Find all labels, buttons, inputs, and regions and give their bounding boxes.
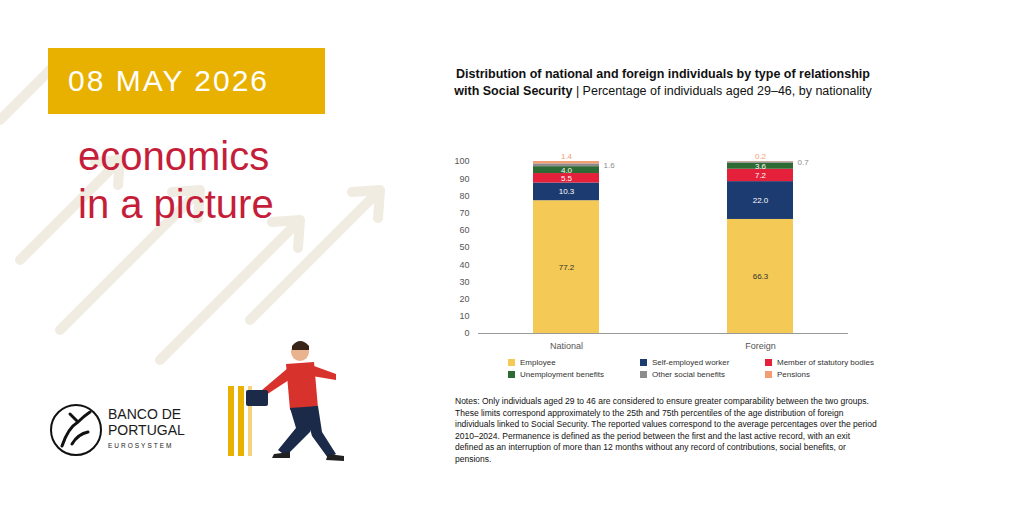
svg-text:100: 100	[454, 156, 469, 166]
svg-text:10.3: 10.3	[559, 187, 575, 196]
html-text:Employee: Employee	[520, 358, 556, 367]
html-text:BANCO DE PORTUGAL: BANCO DE PORTUGAL	[108, 406, 185, 438]
svg-text:80: 80	[459, 191, 469, 201]
html-text:Pensions: Pensions	[777, 370, 810, 379]
svg-text:90: 90	[459, 174, 469, 184]
svg-text:10: 10	[459, 311, 469, 321]
svg-text:70: 70	[459, 208, 469, 218]
svg-text:1.4: 1.4	[561, 152, 573, 161]
html-text:Member of statutory bodies: Member of statutory bodies	[777, 358, 874, 367]
svg-text:0: 0	[464, 328, 469, 338]
svg-text:5.5: 5.5	[561, 174, 573, 183]
html-text:Notes: Only individuals aged 2: Notes: Only individuals aged 29 to 46 ar…	[455, 396, 877, 464]
svg-text:22.0: 22.0	[753, 196, 769, 205]
html-text:Unemployment benefits: Unemployment benefits	[520, 370, 604, 379]
svg-text:66.3: 66.3	[753, 272, 769, 281]
html-text:in a picture: in a picture	[78, 182, 274, 226]
html-text:Other social benefits: Other social benefits	[652, 370, 725, 379]
html-text:08 MAY 2026: 08 MAY 2026	[68, 64, 269, 97]
svg-text:20: 20	[459, 294, 469, 304]
svg-text:0.2: 0.2	[755, 152, 767, 161]
html-text:Distribution of national and f: Distribution of national and foreign ind…	[454, 67, 872, 98]
svg-text:30: 30	[459, 277, 469, 287]
html-text:economics: economics	[78, 134, 270, 178]
html-text:Self-employed worker: Self-employed worker	[652, 358, 730, 367]
svg-text:60: 60	[459, 225, 469, 235]
svg-text:77.2: 77.2	[559, 263, 575, 272]
svg-text:0.7: 0.7	[798, 158, 810, 167]
svg-text:4.0: 4.0	[561, 166, 573, 175]
svg-text:1.6: 1.6	[604, 161, 616, 170]
svg-text:National: National	[550, 341, 583, 351]
svg-text:3.6: 3.6	[755, 162, 767, 171]
html-text:EUROSYSTEM: EUROSYSTEM	[108, 442, 174, 449]
svg-text:40: 40	[459, 260, 469, 270]
svg-text:50: 50	[459, 242, 469, 252]
svg-text:Foreign: Foreign	[745, 341, 776, 351]
svg-text:7.2: 7.2	[755, 171, 767, 180]
